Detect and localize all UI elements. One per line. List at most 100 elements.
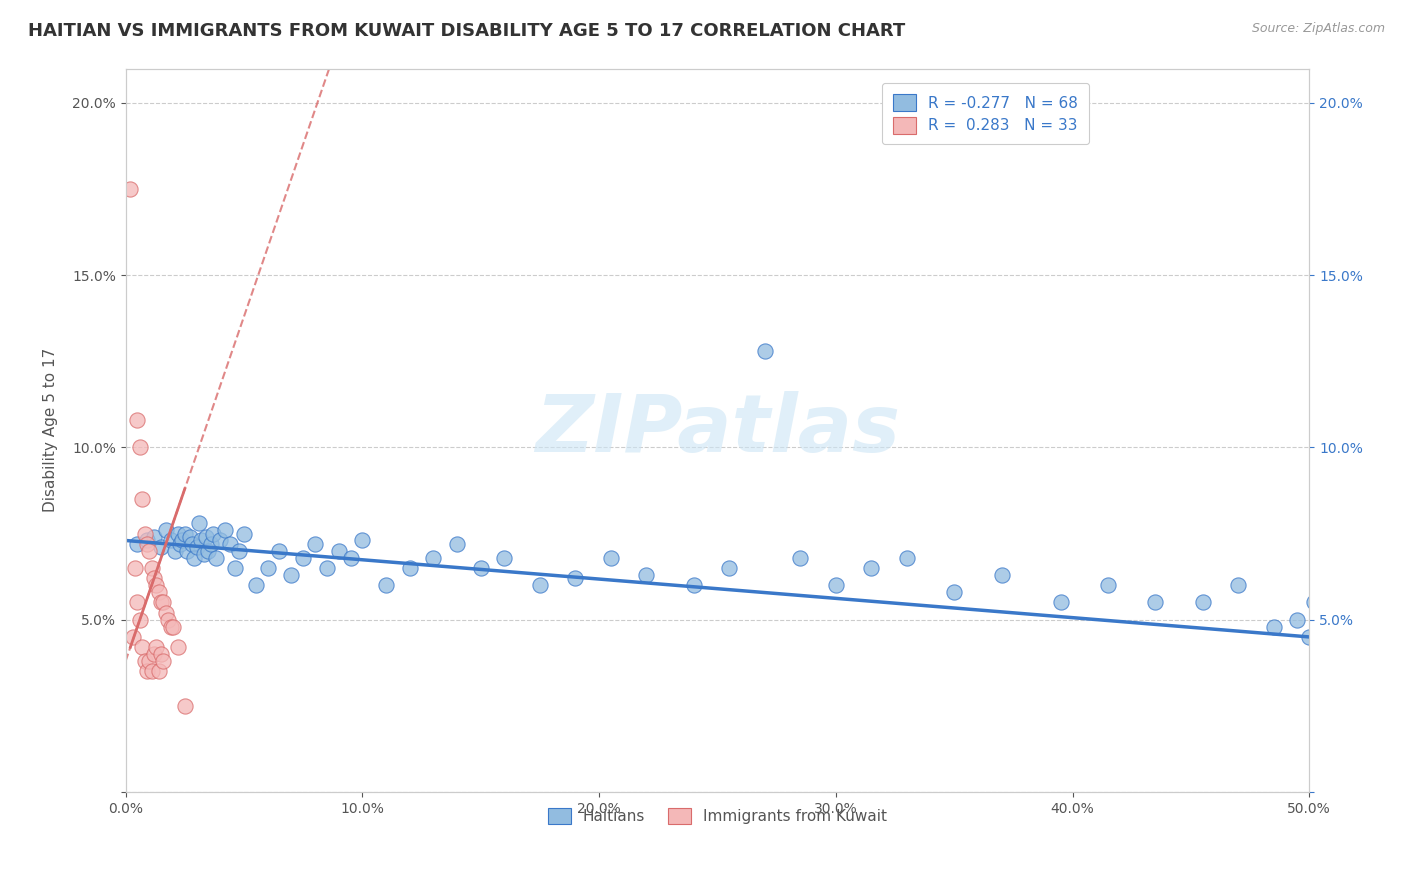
Point <box>195 530 218 544</box>
Legend: Haitians, Immigrants from Kuwait: Haitians, Immigrants from Kuwait <box>537 797 898 835</box>
Y-axis label: Disability Age 5 to 17: Disability Age 5 to 17 <box>44 348 58 512</box>
Point <box>529 578 551 592</box>
Point <box>352 533 374 548</box>
Point <box>152 595 174 609</box>
Point <box>398 561 420 575</box>
Point <box>134 526 156 541</box>
Point <box>127 537 149 551</box>
Point <box>494 550 516 565</box>
Point <box>155 523 177 537</box>
Point <box>135 665 157 679</box>
Point <box>179 530 201 544</box>
Point <box>339 550 361 565</box>
Point <box>172 533 194 548</box>
Point <box>209 533 232 548</box>
Point <box>1191 595 1213 609</box>
Point <box>135 537 157 551</box>
Point <box>896 550 918 565</box>
Point <box>138 654 160 668</box>
Point <box>718 561 741 575</box>
Point <box>166 526 188 541</box>
Point <box>754 344 776 359</box>
Point <box>141 665 163 679</box>
Point <box>145 640 167 655</box>
Point <box>304 537 326 551</box>
Point <box>193 547 215 561</box>
Point <box>1303 595 1326 609</box>
Point <box>860 561 883 575</box>
Point <box>162 619 184 633</box>
Point <box>138 544 160 558</box>
Point <box>245 578 267 592</box>
Point <box>143 530 166 544</box>
Point <box>682 578 704 592</box>
Point <box>200 537 222 551</box>
Point <box>1144 595 1167 609</box>
Point <box>446 537 468 551</box>
Text: HAITIAN VS IMMIGRANTS FROM KUWAIT DISABILITY AGE 5 TO 17 CORRELATION CHART: HAITIAN VS IMMIGRANTS FROM KUWAIT DISABI… <box>28 22 905 40</box>
Point <box>148 585 170 599</box>
Point <box>127 413 149 427</box>
Point <box>943 585 966 599</box>
Point <box>600 550 623 565</box>
Point <box>183 550 205 565</box>
Point <box>155 606 177 620</box>
Point <box>218 537 240 551</box>
Point <box>165 544 187 558</box>
Point <box>186 541 208 555</box>
Point <box>789 550 811 565</box>
Point <box>157 613 180 627</box>
Point <box>214 523 236 537</box>
Point <box>150 647 173 661</box>
Point <box>1286 613 1309 627</box>
Point <box>202 526 225 541</box>
Point <box>990 568 1012 582</box>
Point <box>636 568 658 582</box>
Point <box>145 578 167 592</box>
Point <box>131 492 153 507</box>
Point <box>1263 619 1285 633</box>
Point <box>315 561 337 575</box>
Point <box>148 665 170 679</box>
Point <box>233 526 256 541</box>
Point <box>1049 595 1071 609</box>
Point <box>150 595 173 609</box>
Point <box>159 619 181 633</box>
Point <box>1298 630 1320 644</box>
Point <box>564 571 586 585</box>
Point <box>280 568 302 582</box>
Point <box>173 526 195 541</box>
Point <box>141 561 163 575</box>
Point <box>176 544 198 558</box>
Point <box>120 182 142 196</box>
Point <box>150 541 173 555</box>
Point <box>190 533 212 548</box>
Point <box>824 578 846 592</box>
Point <box>256 561 278 575</box>
Point <box>152 654 174 668</box>
Point <box>188 516 211 531</box>
Point <box>166 640 188 655</box>
Point <box>169 537 191 551</box>
Point <box>128 613 150 627</box>
Point <box>292 550 315 565</box>
Text: Source: ZipAtlas.com: Source: ZipAtlas.com <box>1251 22 1385 36</box>
Point <box>143 647 166 661</box>
Point <box>135 533 157 548</box>
Point <box>128 441 150 455</box>
Point <box>127 595 149 609</box>
Point <box>124 561 146 575</box>
Point <box>173 698 195 713</box>
Text: ZIPatlas: ZIPatlas <box>534 392 900 469</box>
Point <box>180 537 202 551</box>
Point <box>228 544 250 558</box>
Point <box>422 550 444 565</box>
Point <box>204 550 226 565</box>
Point <box>1097 578 1119 592</box>
Point <box>131 640 153 655</box>
Point <box>121 630 143 644</box>
Point <box>375 578 398 592</box>
Point <box>224 561 246 575</box>
Point <box>134 654 156 668</box>
Point <box>470 561 492 575</box>
